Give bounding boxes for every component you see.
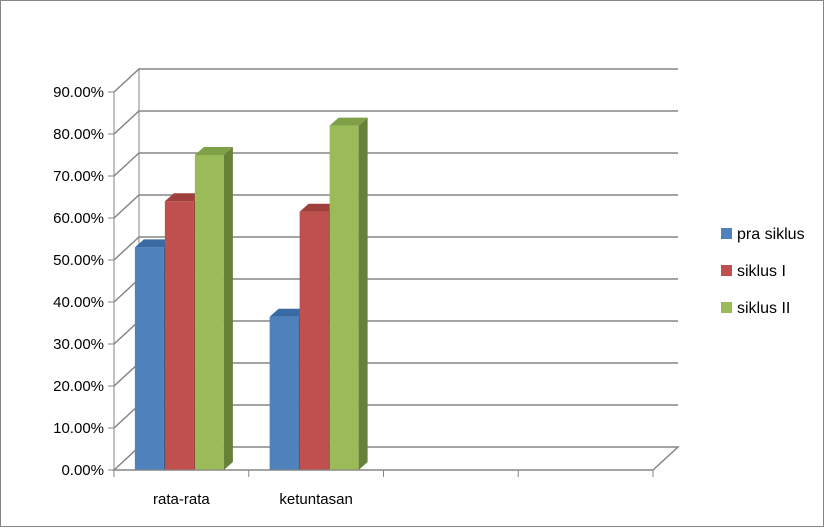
y-tick-label: 10.00% — [53, 420, 104, 437]
bar-top — [194, 147, 233, 155]
legend-label: siklus I — [737, 263, 786, 280]
bar-front — [194, 155, 224, 470]
legend-label: pra siklus — [737, 226, 805, 243]
y-tick-label: 40.00% — [53, 294, 104, 311]
bar-front — [164, 201, 194, 470]
x-tick-label: ketuntasan — [279, 491, 352, 508]
legend-swatch — [721, 228, 732, 239]
bar-top — [164, 193, 203, 202]
bar-front — [329, 125, 359, 470]
y-axis-ticks: 0.00% 10.00% 20.00% 30.00% 40.00% 50.00% 60.00… — [53, 84, 115, 479]
legend-swatch — [721, 302, 732, 313]
x-tick-label: rata-rata — [153, 491, 210, 508]
bar-front — [299, 211, 329, 470]
bar — [329, 117, 368, 470]
y-tick-label: 20.00% — [53, 378, 104, 395]
legend-swatch — [721, 265, 732, 276]
y-tick-label: 80.00% — [53, 126, 104, 143]
bars — [134, 117, 368, 470]
y-tick-label: 30.00% — [53, 336, 104, 353]
gridline — [113, 110, 678, 135]
y-tick-label: 60.00% — [53, 210, 104, 227]
bar-top — [329, 117, 368, 126]
bar-side — [223, 147, 233, 470]
gridline — [113, 194, 678, 219]
gridline — [113, 236, 678, 261]
bar-front — [134, 247, 164, 470]
x-axis: rata-rata ketuntasan — [113, 469, 654, 508]
y-tick-label: 50.00% — [53, 252, 104, 269]
bar-top — [269, 308, 308, 317]
bar-top — [299, 203, 338, 212]
bar-front — [269, 316, 299, 470]
y-tick-label: 0.00% — [61, 462, 104, 479]
bar-side — [358, 117, 368, 470]
y-tick-label: 70.00% — [53, 168, 104, 185]
bar — [194, 147, 233, 470]
legend: pra siklus siklus I siklus II — [721, 226, 805, 317]
y-tick-label: 90.00% — [53, 84, 104, 101]
legend-label: siklus II — [737, 300, 790, 317]
bar-top — [134, 239, 173, 248]
gridline — [113, 152, 678, 177]
gridline — [113, 68, 678, 93]
